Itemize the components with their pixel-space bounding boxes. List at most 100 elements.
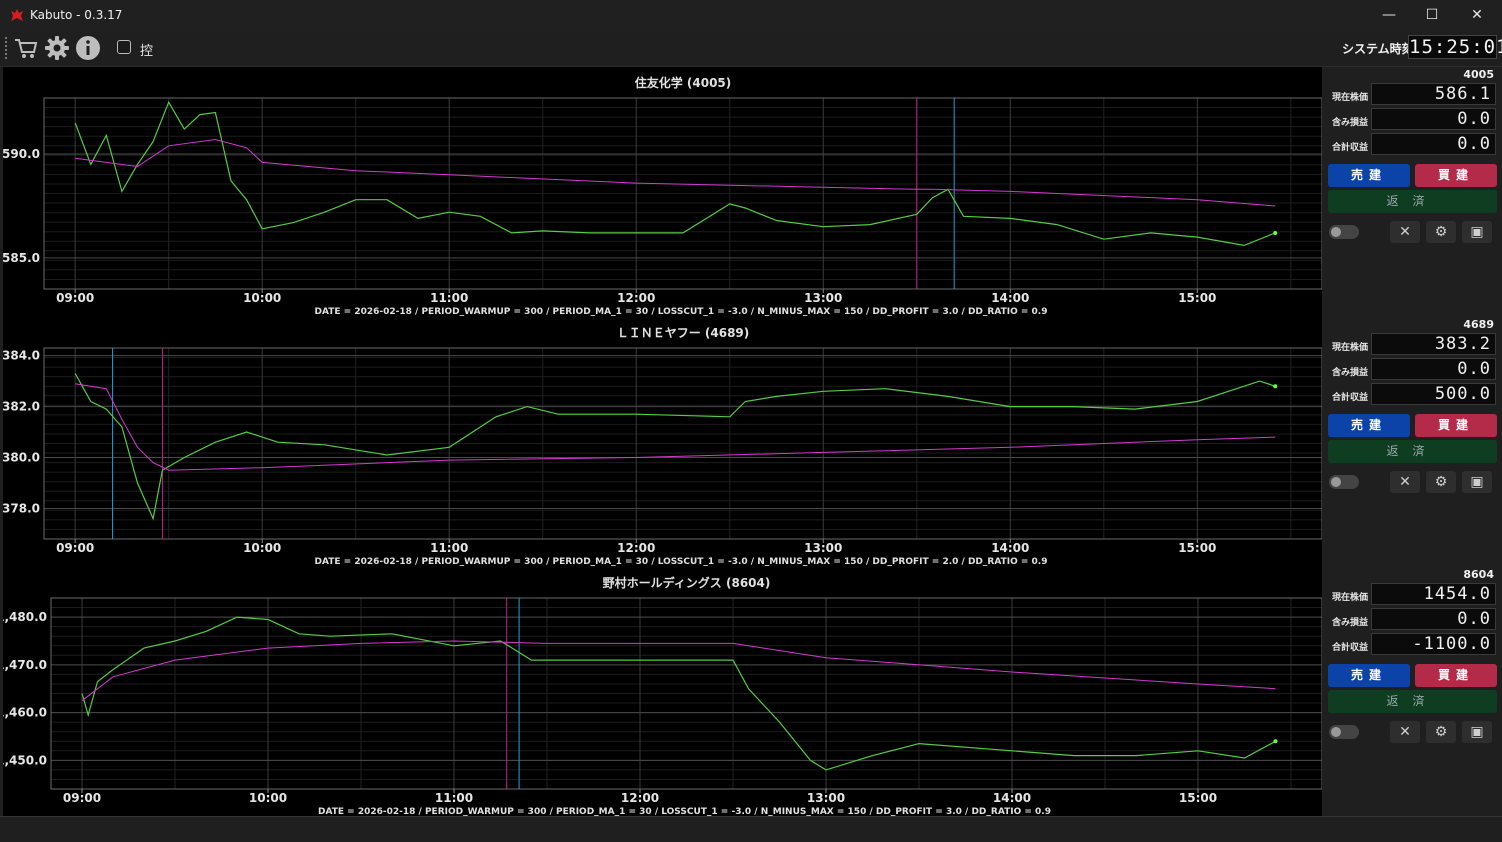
close-position-button[interactable]: 返済 <box>1328 690 1497 713</box>
current-price-display: 383.2 <box>1371 333 1496 355</box>
control-checkbox[interactable] <box>117 40 131 54</box>
buy-open-button[interactable]: 買建 <box>1415 664 1497 687</box>
status-bar <box>0 816 1502 842</box>
info-icon[interactable] <box>75 35 101 61</box>
x-tick-label: 10:00 <box>249 791 287 805</box>
gear-icon: ⚙ <box>1434 724 1448 740</box>
moving-average-line <box>75 383 1276 471</box>
save-icon: ▣ <box>1470 474 1484 490</box>
window-title: Kabuto - 0.3.17 <box>30 8 123 22</box>
x-tick-label: 15:00 <box>1178 291 1216 305</box>
minimize-button[interactable]: — <box>1382 7 1396 23</box>
y-tick-label: 378.0 <box>3 501 40 515</box>
sell-open-button[interactable]: 売建 <box>1328 414 1410 437</box>
sell-open-button[interactable]: 売建 <box>1328 164 1410 187</box>
x-tick-label: 13:00 <box>804 291 842 305</box>
moving-average-line <box>81 640 1276 702</box>
x-tick-label: 13:00 <box>807 791 845 805</box>
x-tick-label: 14:00 <box>991 291 1029 305</box>
settings-button[interactable]: ⚙ <box>1426 471 1456 493</box>
x-tick-label: 09:00 <box>63 791 101 805</box>
unrealized-pl-label: 含み損益 <box>1332 118 1369 128</box>
close-position-button[interactable]: 返済 <box>1328 440 1497 463</box>
y-tick-label: 380.0 <box>3 451 40 465</box>
save-button[interactable]: ▣ <box>1462 471 1492 493</box>
x-tick-label: 12:00 <box>617 291 655 305</box>
auto-trade-toggle[interactable] <box>1329 225 1359 239</box>
total-profit-display: 500.0 <box>1371 383 1496 405</box>
last-price-dot <box>1273 384 1278 389</box>
system-time-label: システム時刻 <box>1342 42 1414 56</box>
current-price-display: 586.1 <box>1371 83 1496 105</box>
save-icon: ▣ <box>1470 724 1484 740</box>
x-tick-label: 11:00 <box>430 291 468 305</box>
auto-trade-toggle[interactable] <box>1329 725 1359 739</box>
unrealized-pl-label: 含み損益 <box>1332 618 1369 628</box>
unrealized-pl-display: 0.0 <box>1371 358 1496 380</box>
save-button[interactable]: ▣ <box>1462 221 1492 243</box>
last-price-dot <box>1273 739 1278 744</box>
x-tick-label: 14:00 <box>991 541 1029 555</box>
current-price-label: 現在株価 <box>1332 343 1369 353</box>
chart-title: 野村ホールディングス (8604) <box>603 575 771 590</box>
chart-0: 住友化学 (4005) 590.0 585.0 09:00 10:00 11:00 12:0… <box>2 75 1323 317</box>
tools-icon: ✕ <box>1399 724 1411 740</box>
auto-trade-toggle[interactable] <box>1329 475 1359 489</box>
gear-icon: ⚙ <box>1434 224 1448 240</box>
x-tick-label: 12:00 <box>621 791 659 805</box>
y-tick-label: 1,480.0 <box>3 610 47 624</box>
cart-icon[interactable] <box>13 35 39 61</box>
x-tick-label: 09:00 <box>56 291 94 305</box>
ticker-code: 4005 <box>1463 68 1494 81</box>
tools-button[interactable]: ✕ <box>1390 721 1420 743</box>
current-price-label: 現在株価 <box>1332 593 1369 603</box>
last-price-dot <box>1273 230 1278 235</box>
price-line <box>74 373 1276 521</box>
tools-icon: ✕ <box>1399 224 1411 240</box>
chart-title: 住友化学 (4005) <box>635 75 732 90</box>
tools-button[interactable]: ✕ <box>1390 221 1420 243</box>
gear-icon[interactable] <box>44 35 70 61</box>
current-price-display: 1454.0 <box>1371 583 1496 605</box>
gear-icon: ⚙ <box>1434 474 1448 490</box>
parameter-footer: DATE = 2026-02-18 / PERIOD_WARMUP = 300 … <box>318 807 1051 816</box>
maximize-button[interactable]: ☐ <box>1425 7 1439 23</box>
moving-average-line <box>75 138 1276 207</box>
y-tick-label: 585.0 <box>3 251 40 265</box>
total-profit-label: 合計収益 <box>1332 643 1369 653</box>
y-tick-label: 1,460.0 <box>3 706 47 720</box>
price-line <box>74 100 1276 247</box>
trend-charts: 住友化学 (4005) 590.0 585.0 09:00 10:00 11:00 12:0… <box>0 75 1323 817</box>
total-profit-label: 合計収益 <box>1332 143 1369 153</box>
charts-area: 住友化学 (4005) 590.0 585.0 09:00 10:00 11:00 12:0… <box>0 67 1323 817</box>
parameter-footer: DATE = 2026-02-18 / PERIOD_WARMUP = 300 … <box>315 307 1048 317</box>
trader-panel: 4005 現在株価 586.1 含み損益 0.0 合計収益 0.0 売建 買建 … <box>1323 67 1502 816</box>
ticker-code: 8604 <box>1463 568 1494 581</box>
total-profit-label: 合計収益 <box>1332 393 1369 403</box>
buy-open-button[interactable]: 買建 <box>1415 164 1497 187</box>
close-window-button[interactable]: ✕ <box>1471 7 1483 23</box>
save-icon: ▣ <box>1470 224 1484 240</box>
sell-open-button[interactable]: 売建 <box>1328 664 1410 687</box>
buy-open-button[interactable]: 買建 <box>1415 414 1497 437</box>
total-profit-display: 0.0 <box>1371 133 1496 155</box>
toolbar-grip[interactable] <box>5 37 10 59</box>
total-profit-display: -1100.0 <box>1371 633 1496 655</box>
close-position-button[interactable]: 返済 <box>1328 190 1497 213</box>
tools-button[interactable]: ✕ <box>1390 471 1420 493</box>
x-tick-label: 14:00 <box>993 791 1031 805</box>
price-line <box>81 616 1276 771</box>
title-bar: Kabuto - 0.3.17 — ☐ ✕ <box>0 0 1502 31</box>
y-tick-label: 382.0 <box>3 400 40 414</box>
chart-title: ＬＩＮＥヤフー (4689) <box>617 326 750 340</box>
x-tick-label: 10:00 <box>243 291 281 305</box>
save-button[interactable]: ▣ <box>1462 721 1492 743</box>
current-price-label: 現在株価 <box>1332 93 1369 103</box>
tools-icon: ✕ <box>1399 474 1411 490</box>
y-tick-label: 384.0 <box>3 349 40 363</box>
x-tick-label: 11:00 <box>435 791 473 805</box>
settings-button[interactable]: ⚙ <box>1426 721 1456 743</box>
settings-button[interactable]: ⚙ <box>1426 221 1456 243</box>
x-tick-label: 13:00 <box>804 541 842 555</box>
control-checkbox-label: 控 <box>140 44 154 59</box>
